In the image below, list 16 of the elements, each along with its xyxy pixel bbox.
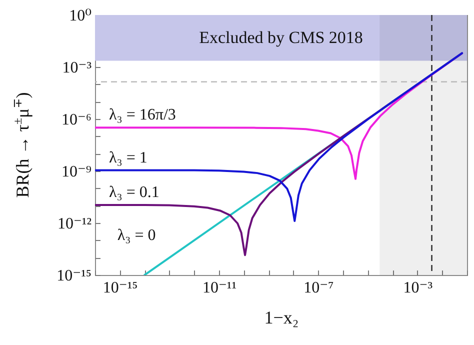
x-tick-label: 10⁻⁷ — [304, 280, 334, 296]
y-tick-label: 10⁻¹² — [57, 216, 92, 232]
y-tick-label: 10⁻³ — [62, 60, 92, 76]
series-label: λ₃ = 1 — [109, 149, 148, 166]
y-tick-label: 10⁻⁹ — [61, 164, 92, 180]
x-tick-label: 10⁻¹¹ — [202, 280, 237, 296]
series-label: λ₃ = 0.1 — [109, 184, 160, 201]
band-label: Excluded by CMS 2018 — [199, 28, 363, 47]
series-label: λ₃ = 0 — [117, 227, 156, 244]
x-axis-title: 1−x₂ — [264, 308, 299, 328]
x-tick-label: 10⁻¹⁵ — [102, 280, 138, 296]
series-label: λ₃ = 16π/3 — [109, 106, 176, 124]
x-tick-label: 10⁻³ — [403, 280, 433, 296]
y-tick-label: 10⁰ — [69, 8, 92, 24]
y-tick-label: 10⁻¹⁵ — [56, 268, 92, 284]
y-tick-label: 10⁻⁶ — [61, 112, 92, 128]
